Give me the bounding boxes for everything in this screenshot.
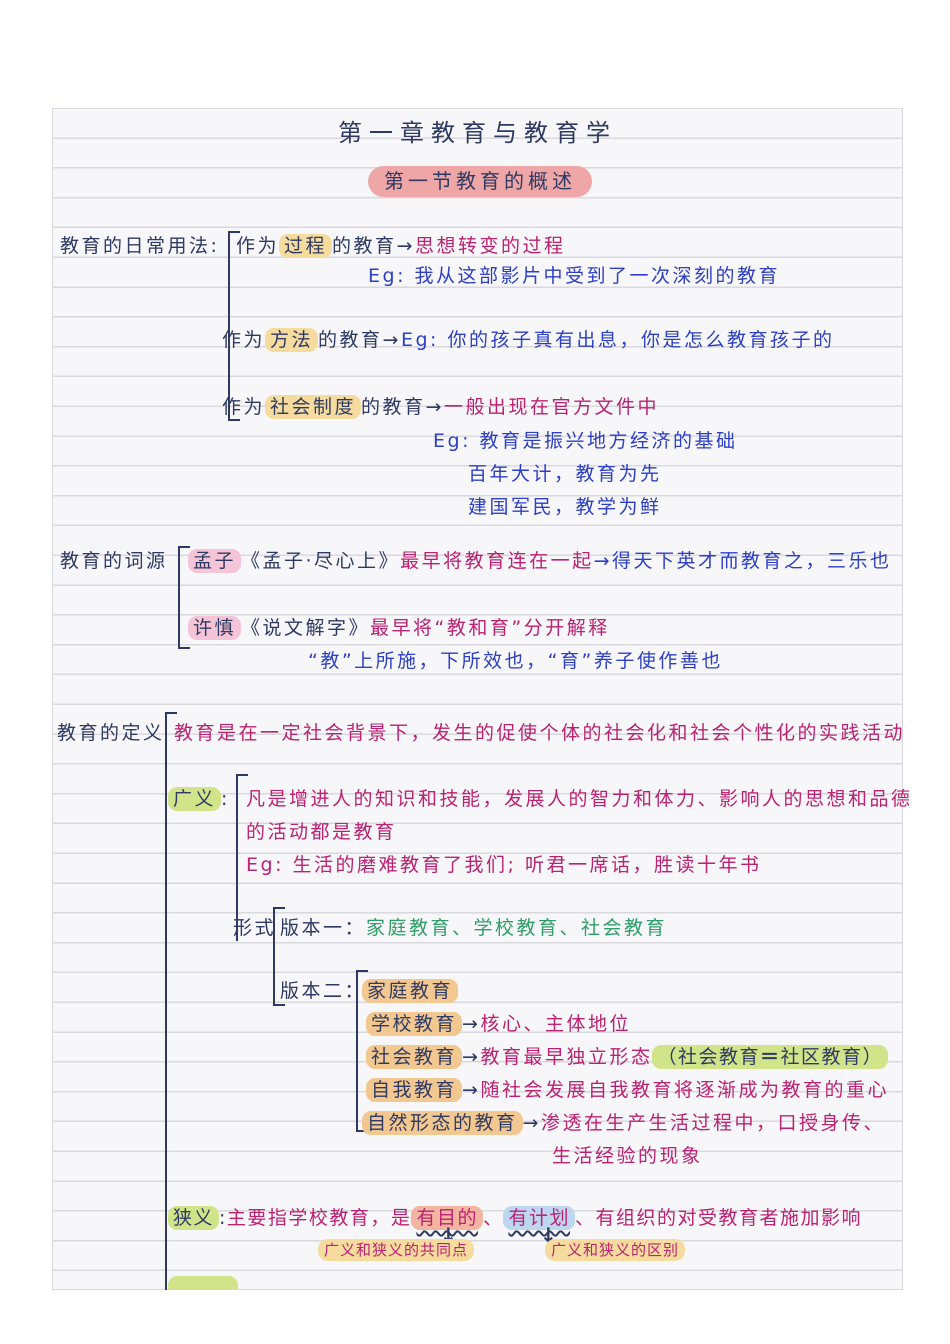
narrow-definition-row: 狭义:主要指学校教育，是 有目的、有计划 、有组织的对受教育者施加影响: [168, 1205, 862, 1231]
mengzi-name-highlight: 孟子: [188, 549, 242, 573]
right-arrow-icon: →: [462, 1013, 481, 1035]
narrow-pre: 主要指学校教育，是: [226, 1207, 412, 1229]
as-process-prefix: 作为: [236, 235, 280, 257]
broad-label-highlight: 广义: [168, 787, 222, 811]
mengzi-quote: 得天下英才而教育之，三乐也: [612, 550, 892, 572]
daily-usage-as-institution: 作为 社会制度 的教育→一般出现在官方文件中: [222, 394, 659, 420]
version2-row: 版本二：: [280, 978, 366, 1004]
right-arrow-icon: →: [382, 329, 401, 351]
as-institution-example-2: 百年大计，教育为先: [468, 463, 662, 485]
as-institution-prefix: 作为: [222, 396, 266, 418]
common-points-note: 广义和狭义的共同点: [318, 1239, 475, 1261]
natural-education-row: 自然形态的教育 →渗透在生产生活过程中，口授身传、: [362, 1110, 885, 1136]
note-close: 社区教育）: [780, 1046, 883, 1068]
right-arrow-icon: →: [593, 550, 612, 572]
broad-definition-text1: 凡是增进人的知识和技能，发展人的智力和体力、影响人的思想和品德: [246, 788, 913, 810]
narrow-label-highlight: 狭义: [168, 1206, 220, 1230]
right-arrow-icon: →: [462, 1079, 481, 1101]
purposeful-keyword-highlight: 有目的: [411, 1206, 483, 1230]
broad-definition-line1: 广义:: [168, 786, 230, 812]
narrow-post: 、有组织的对受教育者施加影响: [574, 1207, 862, 1229]
society-equals-community-note: （社会教育＝社区教育）: [652, 1045, 888, 1069]
definition-general: 教育是在一定社会背景下，发生的促使个体的社会化和社会个性化的实践活动: [174, 722, 906, 744]
self-education-row: 自我教育 →随社会发展自我教育将逐渐成为教育的重心: [366, 1077, 889, 1103]
as-institution-suffix: 的教育: [361, 396, 426, 418]
difference-note: 广义和狭义的区别: [545, 1239, 686, 1261]
version1-items: 家庭教育、学校教育、社会教育: [366, 917, 668, 939]
as-institution-keyword-highlight: 社会制度: [265, 395, 362, 419]
school-education-row: 学校教育 →核心、主体地位: [366, 1011, 631, 1037]
as-process-keyword-highlight: 过程: [279, 234, 333, 258]
daily-usage-bracket: [228, 231, 240, 421]
etymology-mengzi: 孟子 《孟子·尽心上》最早将教育连在一起→得天下英才而教育之，三乐也: [188, 548, 892, 574]
right-arrow-icon: →: [396, 235, 415, 257]
as-method-suffix: 的教育: [318, 329, 383, 351]
xushen-quote: “教”上所施，下所效也，“育”养子使作善也: [308, 650, 723, 672]
planned-keyword-highlight: 有计划: [503, 1206, 575, 1230]
section-title-pill: 第一节教育的概述: [368, 166, 592, 197]
mengzi-desc: 最早将教育连在一起: [400, 550, 594, 572]
family-education-highlight: 家庭教育: [362, 979, 459, 1003]
school-education-highlight: 学校教育: [366, 1012, 463, 1036]
school-education-desc: 核心、主体地位: [480, 1013, 631, 1035]
xushen-book: 《说文解字》: [241, 617, 371, 639]
daily-usage-as-method: 作为 方法 的教育→Eg: 你的孩子真有出息，你是怎么教育孩子的: [222, 327, 834, 353]
as-process-result: 思想转变的过程: [414, 235, 566, 257]
natural-education-highlight: 自然形态的教育: [362, 1111, 523, 1135]
definition-bracket: [165, 712, 177, 1290]
chapter-title: 第一章教育与教育学: [338, 119, 617, 147]
society-education-highlight: 社会教育: [366, 1045, 463, 1069]
etymology-bracket: [178, 546, 190, 649]
self-education-desc: 随社会发展自我教育将逐渐成为教育的重心: [480, 1079, 889, 1101]
society-education-row: 社会教育 →教育最早独立形态 （社会教育＝社区教育）: [366, 1044, 888, 1070]
version1-row: 版本一：家庭教育、学校教育、社会教育: [280, 915, 667, 941]
mengzi-book: 《孟子·尽心上》: [241, 550, 401, 572]
narrow-colon: :: [219, 1207, 227, 1229]
broad-definition-text2: 的活动都是教育: [246, 821, 397, 843]
cut-off-highlight-pill: [168, 1276, 238, 1290]
definition-label: 教育的定义: [57, 722, 165, 744]
right-arrow-icon: →: [425, 396, 444, 418]
equals-icon: ＝: [759, 1046, 781, 1068]
as-process-example: Eg: 我从这部影片中受到了一次深刻的教育: [368, 265, 781, 287]
right-arrow-icon: →: [522, 1112, 541, 1134]
version2-label: 版本二：: [280, 980, 367, 1002]
as-institution-result: 一般出现在官方文件中: [443, 396, 659, 418]
society-education-desc: 教育最早独立形态: [480, 1046, 653, 1068]
etymology-xushen: 许慎 《说文解字》最早将“教和育”分开解释: [188, 615, 610, 641]
natural-education-desc1: 渗透在生产生活过程中，口授身传、: [540, 1112, 885, 1134]
as-method-prefix: 作为: [222, 329, 266, 351]
as-institution-example-1: Eg: 教育是振兴地方经济的基础: [433, 430, 738, 452]
right-arrow-icon: →: [462, 1046, 481, 1068]
versions-bracket: [273, 907, 285, 1006]
broad-bracket: [236, 774, 248, 941]
narrow-sep: 、: [482, 1207, 504, 1229]
family-education-row: 家庭教育: [362, 978, 459, 1004]
version1-label: 版本一：: [280, 917, 367, 939]
as-method-keyword-highlight: 方法: [265, 328, 319, 352]
as-institution-example-3: 建国军民，教学为鲜: [468, 496, 662, 518]
forms-label: 形式: [233, 917, 277, 939]
lined-notebook-page: [52, 108, 903, 1290]
note-open: （社会教育: [657, 1046, 760, 1068]
xushen-name-highlight: 许慎: [188, 616, 242, 640]
self-education-highlight: 自我教育: [366, 1078, 463, 1102]
broad-definition-example: Eg: 生活的磨难教育了我们; 听君一席话，胜读十年书: [246, 854, 762, 876]
etymology-label: 教育的词源: [60, 550, 168, 572]
as-method-example: Eg: 你的孩子真有出息，你是怎么教育孩子的: [400, 329, 835, 351]
as-process-suffix: 的教育: [332, 235, 397, 257]
xushen-desc: 最早将“教和育”分开解释: [370, 617, 610, 639]
version2-bracket: [356, 970, 368, 1132]
broad-colon: :: [221, 788, 230, 810]
natural-education-desc2: 生活经验的现象: [552, 1145, 703, 1167]
daily-usage-as-process: 作为 过程 的教育→思想转变的过程: [236, 233, 565, 259]
daily-usage-label: 教育的日常用法:: [60, 235, 220, 257]
